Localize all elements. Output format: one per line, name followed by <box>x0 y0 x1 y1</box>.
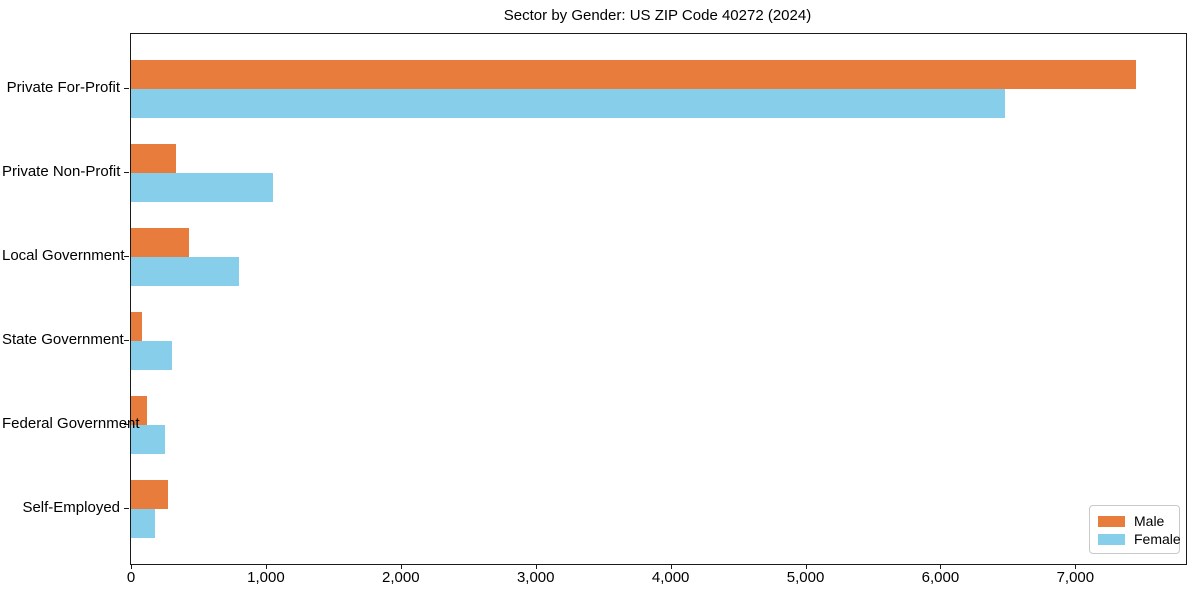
y-tick-label-self-employed: Self-Employed <box>22 499 120 516</box>
x-tick-mark <box>805 564 807 569</box>
y-tick-label-state-government: State Government <box>2 331 124 348</box>
y-tick-mark <box>124 424 129 425</box>
plot-area <box>130 33 1187 565</box>
x-tick-label-2000: 2,000 <box>382 569 420 586</box>
x-tick-label-5000: 5,000 <box>786 569 825 586</box>
y-tick-label-local-government: Local Government <box>2 247 125 264</box>
x-tick-label-4000: 4,000 <box>651 569 690 586</box>
x-tick-label-0: 0 <box>126 569 136 586</box>
legend: Male Female <box>1089 505 1181 554</box>
male-bar-local-government <box>131 228 189 257</box>
x-tick-mark <box>400 564 402 569</box>
x-tick-mark <box>1075 564 1077 569</box>
female-bar-private-for-profit <box>131 89 1005 118</box>
legend-row-male: Male <box>1098 512 1171 530</box>
x-tick-label-1000: 1,000 <box>247 569 285 586</box>
y-tick-mark <box>124 256 129 257</box>
y-tick-mark <box>124 172 129 173</box>
male-bar-self-employed <box>131 480 168 509</box>
female-bar-local-government <box>131 257 239 286</box>
x-tick-label-6000: 6,000 <box>921 569 960 586</box>
legend-swatch-male <box>1098 515 1125 527</box>
y-tick-label-private-for-profit: Private For-Profit <box>6 79 120 96</box>
x-tick-mark <box>940 564 942 569</box>
legend-label-female: Female <box>1134 531 1181 547</box>
male-bar-private-non-profit <box>131 144 176 173</box>
male-bar-private-for-profit <box>131 60 1136 89</box>
y-tick-mark <box>124 508 129 509</box>
x-tick-label-7000: 7,000 <box>1056 569 1095 586</box>
male-bar-state-government <box>131 312 142 341</box>
female-bar-state-government <box>131 341 172 370</box>
x-tick-mark <box>535 564 537 569</box>
male-bar-federal-government <box>131 396 147 425</box>
x-tick-mark <box>670 564 672 569</box>
x-tick-mark <box>265 564 267 569</box>
legend-swatch-female <box>1098 533 1125 545</box>
legend-row-female: Female <box>1098 530 1181 548</box>
x-tick-label-3000: 3,000 <box>516 569 555 586</box>
y-tick-mark <box>124 340 129 341</box>
y-tick-label-private-non-profit: Private Non-Profit <box>2 163 121 180</box>
chart-title: Sector by Gender: US ZIP Code 40272 (202… <box>503 7 812 24</box>
y-tick-mark <box>124 88 129 89</box>
female-bar-federal-government <box>131 425 165 454</box>
female-bar-self-employed <box>131 509 155 538</box>
female-bar-private-non-profit <box>131 173 273 202</box>
legend-label-male: Male <box>1134 513 1165 529</box>
y-tick-label-federal-government: Federal Government <box>2 415 140 432</box>
x-tick-mark <box>131 564 132 569</box>
